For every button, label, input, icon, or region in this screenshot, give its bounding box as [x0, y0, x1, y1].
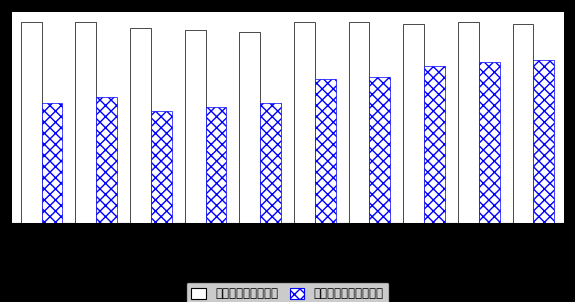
Bar	[458, 22, 479, 223]
Legend: 一般環境大気測定局, 自動車排出ガス測定局: 一般環境大気測定局, 自動車排出ガス測定局	[186, 281, 389, 302]
Bar	[315, 79, 336, 223]
Bar	[21, 22, 41, 223]
Bar	[96, 97, 117, 223]
Bar	[130, 28, 151, 223]
Bar	[424, 66, 445, 223]
Bar	[294, 22, 315, 223]
Bar	[348, 22, 370, 223]
Bar	[534, 60, 554, 223]
Bar	[41, 103, 62, 223]
Bar	[205, 107, 227, 223]
Bar	[185, 30, 205, 223]
Bar	[260, 103, 281, 223]
Bar	[239, 32, 260, 223]
Bar	[151, 111, 171, 223]
Bar	[479, 63, 500, 223]
Bar	[513, 24, 534, 223]
Bar	[75, 22, 96, 223]
Bar	[370, 76, 390, 223]
Bar	[404, 24, 424, 223]
